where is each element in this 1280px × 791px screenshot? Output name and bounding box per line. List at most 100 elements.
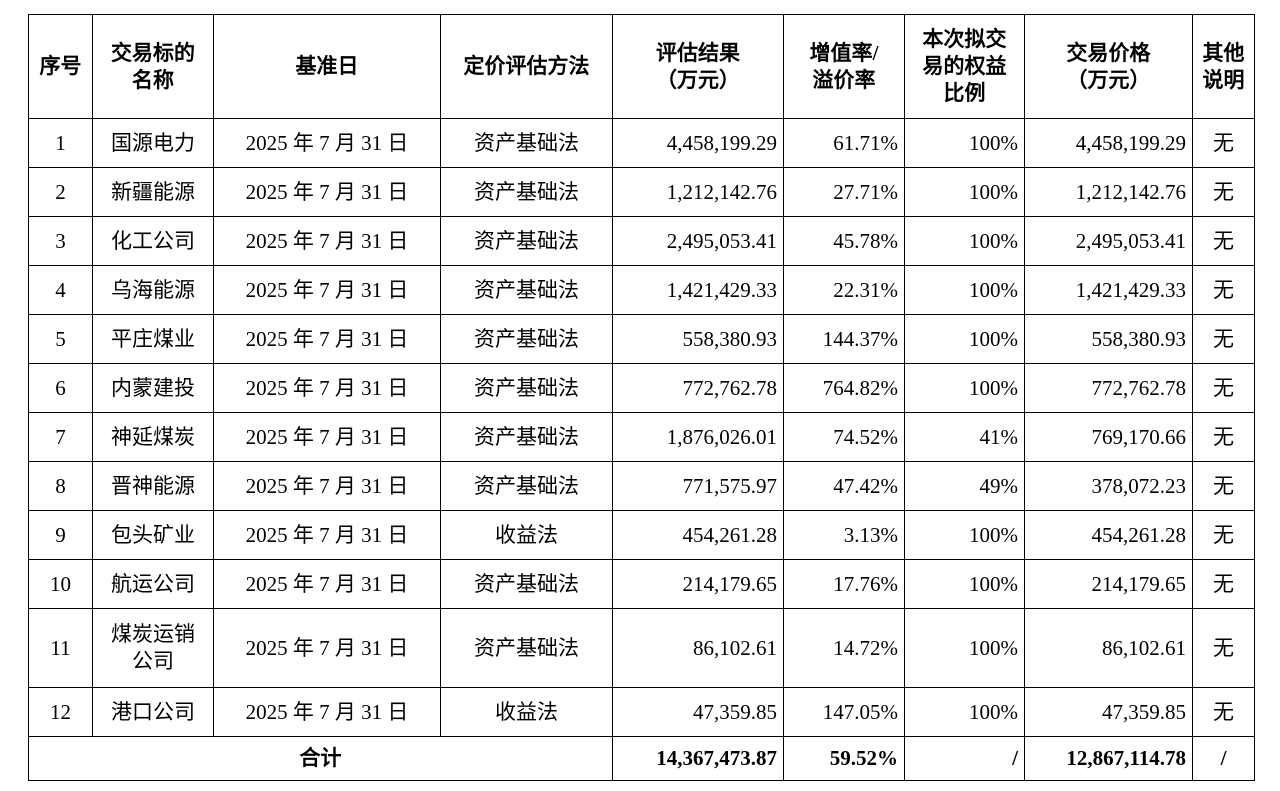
table-cell: 2025 年 7 月 31 日 — [213, 167, 441, 217]
table-cell: 2,495,053.41 — [1024, 216, 1193, 266]
header-text: 比例 — [943, 81, 986, 105]
table-cell: 2025 年 7 月 31 日 — [213, 314, 441, 364]
table-row: 9 包头矿业 2025 年 7 月 31 日收益法 454,261.28 3.13% 10… — [28, 510, 1255, 560]
cell-text: 乌海能源 — [111, 277, 195, 302]
table-cell: 47.42% — [783, 461, 905, 511]
table-cell: 2025 年 7 月 31 日 — [213, 363, 441, 413]
header-text: （万元） — [656, 67, 740, 92]
table-cell: 2025 年 7 月 31 日 — [213, 608, 441, 688]
table-cell: 214,179.65 — [1024, 559, 1193, 609]
table-cell: 无 — [1192, 216, 1255, 266]
table-cell: 港口公司 — [92, 687, 214, 737]
table-cell: 2,495,053.41 — [612, 216, 784, 266]
table-cell: 100% — [904, 363, 1025, 413]
table-cell: 1,421,429.33 — [612, 265, 784, 315]
table-cell: 无 — [1192, 265, 1255, 315]
total-row: 合计 14,367,473.87 59.52%/12,867,114.78/ — [28, 736, 1255, 781]
table-cell: 收益法 — [440, 510, 613, 560]
table-cell: 47,359.85 — [1024, 687, 1193, 737]
table-cell: 8 — [28, 461, 93, 511]
cell-text: 港口公司 — [111, 699, 195, 724]
header-cell: 评估结果 （万元） — [612, 14, 784, 119]
total-cell: 合计 — [28, 736, 613, 781]
table-cell: 1 — [28, 118, 93, 168]
table-cell: 100% — [904, 216, 1025, 266]
header-cell: 交易标的 名称 — [92, 14, 214, 119]
header-cell: 交易价格 （万元） — [1024, 14, 1193, 119]
table-cell: 100% — [904, 265, 1025, 315]
table-cell: 47,359.85 — [612, 687, 784, 737]
table-row: 3 化工公司 2025 年 7 月 31 日资产基础法 2,495,053.41 45.… — [28, 216, 1255, 266]
header-text: 易的权益 — [922, 54, 1007, 78]
table-cell: 2025 年 7 月 31 日 — [213, 687, 441, 737]
table-cell: 86,102.61 — [612, 608, 784, 688]
table-cell: 内蒙建投 — [92, 363, 214, 413]
header-text: 交易价格 — [1066, 40, 1151, 65]
header-text: 说明 — [1202, 67, 1245, 92]
table-row: 7 神延煤炭 2025 年 7 月 31 日资产基础法 1,876,026.01 74.… — [28, 412, 1255, 462]
table-cell: 1,421,429.33 — [1024, 265, 1193, 315]
header-cell: 基准日 — [213, 14, 441, 119]
table-cell: 资产基础法 — [440, 412, 613, 462]
table-cell: 无 — [1192, 363, 1255, 413]
table-cell: 74.52% — [783, 412, 905, 462]
header-text: 其他 — [1202, 40, 1245, 65]
total-cell: 14,367,473.87 — [612, 736, 784, 781]
table-cell: 100% — [904, 687, 1025, 737]
table-cell: 无 — [1192, 167, 1255, 217]
table-cell: 27.71% — [783, 167, 905, 217]
table-cell: 4 — [28, 265, 93, 315]
table-cell: 资产基础法 — [440, 118, 613, 168]
table-cell: 资产基础法 — [440, 363, 613, 413]
table-cell: 资产基础法 — [440, 461, 613, 511]
cell-text: 化工公司 — [111, 228, 195, 253]
table-cell: 1,876,026.01 — [612, 412, 784, 462]
table-row: 8 晋神能源 2025 年 7 月 31 日资产基础法 771,575.97 47.42… — [28, 461, 1255, 511]
cell-text: 航运公司 — [111, 571, 195, 596]
table-cell: 558,380.93 — [612, 314, 784, 364]
table-cell: 61.71% — [783, 118, 905, 168]
total-cell: / — [904, 736, 1025, 781]
table-cell: 378,072.23 — [1024, 461, 1193, 511]
table-cell: 1,212,142.76 — [1024, 167, 1193, 217]
header-text: （万元） — [1066, 67, 1151, 92]
header-cell: 定价评估方法 — [440, 14, 613, 119]
cell-text: 晋神能源 — [111, 473, 195, 498]
table-cell: 100% — [904, 559, 1025, 609]
table-row: 11 煤炭运销公司 2025 年 7 月 31 日资产基础法 86,102.61 14.… — [28, 608, 1255, 688]
table-cell: 2025 年 7 月 31 日 — [213, 265, 441, 315]
table-cell: 11 — [28, 608, 93, 688]
table-cell: 无 — [1192, 461, 1255, 511]
table-cell: 无 — [1192, 608, 1255, 688]
header-row: 序号 交易标的 名称 基准日 定价评估方法 评估结果 （万元） 增值率/溢价率 本次拟交 易的权益… — [28, 14, 1255, 119]
table-cell: 100% — [904, 510, 1025, 560]
table-cell: 9 — [28, 510, 93, 560]
table-cell: 100% — [904, 167, 1025, 217]
table-cell: 454,261.28 — [1024, 510, 1193, 560]
valuation-table: 序号 交易标的 名称 基准日 定价评估方法 评估结果 （万元） 增值率/溢价率 本次拟交 易的权益… — [28, 14, 1255, 781]
table-body: 1 国源电力 2025 年 7 月 31 日资产基础法 4,458,199.29 61.… — [28, 118, 1255, 737]
header-text: 交易标的 — [111, 40, 195, 65]
table-cell: 资产基础法 — [440, 216, 613, 266]
table-cell: 航运公司 — [92, 559, 214, 609]
table-cell: 2025 年 7 月 31 日 — [213, 118, 441, 168]
table-cell: 10 — [28, 559, 93, 609]
header-text: 本次拟交 — [922, 27, 1007, 51]
cell-text: 包头矿业 — [111, 522, 195, 547]
table-cell: 乌海能源 — [92, 265, 214, 315]
table-cell: 4,458,199.29 — [612, 118, 784, 168]
table-cell: 平庄煤业 — [92, 314, 214, 364]
total-cell: / — [1192, 736, 1255, 781]
table-row: 4 乌海能源 2025 年 7 月 31 日资产基础法 1,421,429.33 22.… — [28, 265, 1255, 315]
table-cell: 新疆能源 — [92, 167, 214, 217]
table-cell: 煤炭运销公司 — [92, 608, 214, 688]
table-row: 2 新疆能源 2025 年 7 月 31 日资产基础法 1,212,142.76 27.… — [28, 167, 1255, 217]
table-cell: 147.05% — [783, 687, 905, 737]
header-cell: 本次拟交易的权益比例 — [904, 14, 1025, 119]
table-cell: 无 — [1192, 118, 1255, 168]
table-cell: 558,380.93 — [1024, 314, 1193, 364]
header-cell: 其他 说明 — [1192, 14, 1255, 119]
table-cell: 771,575.97 — [612, 461, 784, 511]
table-cell: 资产基础法 — [440, 559, 613, 609]
table-cell: 资产基础法 — [440, 608, 613, 688]
